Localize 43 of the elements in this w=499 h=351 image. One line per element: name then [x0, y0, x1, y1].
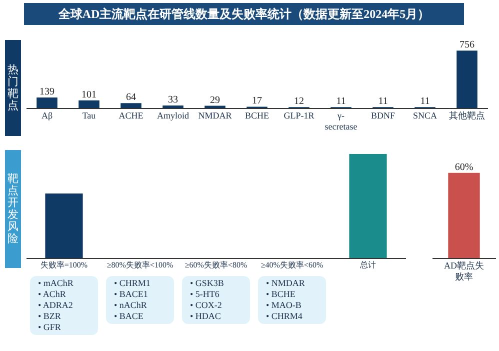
x-tick-label: 失败率=100% [40, 260, 88, 270]
bar [162, 105, 184, 108]
data-label: 60% [454, 162, 474, 173]
side-panel: 靶点开发风险 [5, 150, 21, 268]
side-panel: 热门靶点 [5, 40, 21, 136]
x-tick-label: ≥40%失败率<60% [260, 260, 324, 270]
text: • NMDAR • BCHE • MAO-B • CHRM4 [266, 278, 306, 322]
x-tick-label: Amyloid [156, 110, 190, 120]
data-label: 33 [168, 94, 178, 106]
bar [78, 100, 100, 108]
data-label: 139 [40, 86, 54, 98]
x-tick-label: NMDAR [198, 110, 232, 120]
y-axis-title: 热门靶点 [8, 64, 18, 112]
bar [456, 50, 478, 108]
x-tick-label: SNCA [412, 110, 438, 120]
data-label: 11 [336, 96, 346, 108]
text: • GSK3B • 5-HT6 • COX-2 • HDAC [190, 278, 225, 322]
chart-title: 全球AD主流靶点在研管线数量及失败率统计（数据更新至2024年5月） [24, 3, 464, 25]
x-tick-label: 总计 [359, 260, 376, 270]
data-label: 101 [82, 89, 96, 100]
data-label: 12 [294, 96, 304, 108]
x-tick-label: 其他靶点 [449, 110, 485, 120]
x-tick-label: BDNF [370, 110, 396, 120]
x-tick-label: ≥80%失败率<100% [106, 260, 174, 270]
x-tick-label: AD靶点失败率 [444, 260, 484, 282]
x-tick-label: γ-secretase [324, 110, 358, 132]
bar [120, 103, 142, 108]
data-label: 17 [252, 96, 262, 107]
x-tick-label: Aβ [41, 110, 53, 120]
x-tick-label: ≥60%失败率<80% [184, 260, 248, 270]
data-label: 11 [378, 96, 388, 108]
text: • CHRM1 • BACE1 • nAChR • BACE [114, 278, 152, 322]
data-label: 756 [460, 40, 474, 51]
y-axis-title: 靶点开发风险 [8, 173, 18, 245]
text: • mAChR • AChR • ADRA2 • BZR • GFR [38, 278, 74, 333]
data-label: 29 [210, 94, 220, 106]
data-label: 64 [126, 92, 136, 104]
x-tick-label: Tau [82, 110, 96, 120]
x-tick-label: GLP-1R [284, 110, 314, 120]
bar [36, 97, 58, 108]
x-tick-label: BCHE [244, 110, 270, 120]
data-label: 11 [420, 96, 430, 108]
x-tick-label: ACHE [118, 110, 144, 120]
